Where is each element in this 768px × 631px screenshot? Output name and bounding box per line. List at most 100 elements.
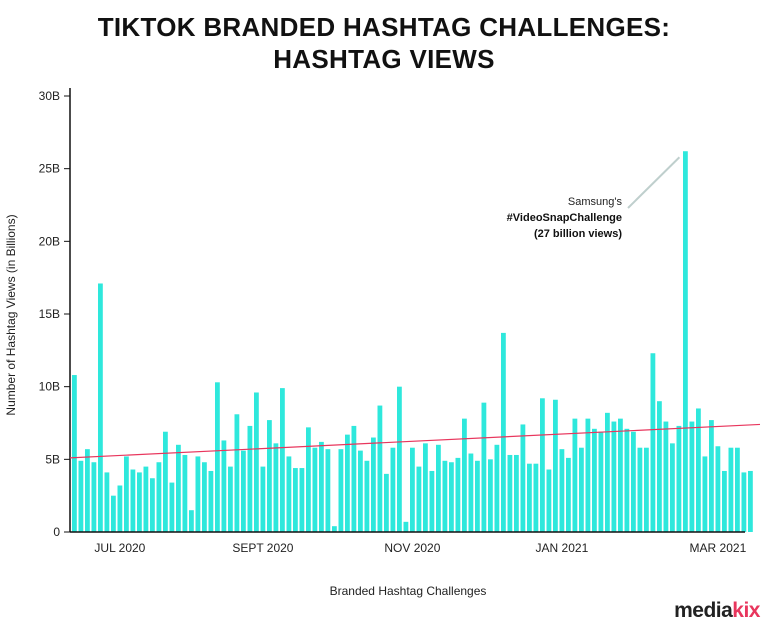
bar-63: [481, 402, 487, 532]
bar-42: [345, 434, 350, 532]
bar-65: [494, 444, 500, 532]
bar-6: [111, 495, 116, 532]
chart-title-line-2: HASHTAG VIEWS: [273, 44, 495, 74]
bar-99: [715, 446, 721, 532]
y-tick-label-6: 30B: [39, 89, 60, 103]
bar-87: [637, 447, 643, 532]
annotation-leader-line: [627, 156, 681, 209]
bar-12: [150, 478, 155, 532]
bar-53: [416, 466, 422, 532]
bar-11: [143, 466, 149, 532]
x-tick-label-0: JUL 2020: [94, 541, 145, 555]
bar-37: [312, 447, 318, 532]
bar-78: [579, 447, 584, 532]
bar-100: [722, 470, 727, 532]
bar-98: [709, 420, 714, 532]
bar-93: [676, 425, 682, 532]
bar-26: [241, 450, 246, 532]
bar-40: [332, 526, 337, 532]
bar-1: [78, 460, 84, 532]
bar-71: [533, 463, 539, 532]
bar-48: [384, 473, 389, 532]
bar-41: [338, 449, 344, 532]
bar-83: [611, 421, 617, 532]
bar-18: [189, 510, 194, 532]
bar-32: [280, 388, 285, 532]
bar-35: [299, 468, 305, 532]
bar-9: [130, 469, 136, 532]
bar-13: [156, 462, 162, 532]
bar-28: [254, 392, 259, 532]
x-tick-label-4: MAR 2021: [690, 541, 747, 555]
bar-23: [221, 440, 227, 532]
bar-51: [403, 521, 409, 532]
bar-94: [683, 151, 688, 533]
bar-24: [228, 466, 233, 532]
bar-84: [618, 418, 623, 532]
bar-103: [741, 472, 747, 532]
y-tick-label-2: 10B: [39, 380, 60, 394]
bar-47: [377, 405, 383, 532]
bar-16: [176, 444, 181, 532]
bar-89: [650, 353, 656, 532]
bar-88: [644, 447, 649, 532]
y-tick-label-5: 25B: [39, 162, 60, 176]
bar-5: [104, 472, 110, 532]
bar-62: [475, 460, 480, 532]
x-tick-label-3: JAN 2021: [536, 541, 589, 555]
y-tick-label-1: 5B: [45, 452, 60, 466]
bar-104: [748, 470, 753, 532]
bar-90: [657, 401, 662, 532]
bar-25: [234, 414, 240, 532]
bar-31: [273, 443, 279, 532]
mediakix-logo: mediakix: [674, 599, 760, 622]
bar-14: [163, 431, 168, 532]
x-axis-label: Branded Hashtag Challenges: [330, 584, 487, 598]
bar-39: [325, 449, 331, 532]
annotation-line-1: Samsung's: [568, 196, 623, 208]
bar-0: [72, 375, 77, 532]
bar-2: [85, 449, 90, 532]
y-tick-label-4: 20B: [39, 234, 60, 248]
bar-50: [397, 386, 402, 532]
bar-22: [215, 382, 220, 532]
bar-29: [260, 466, 266, 532]
bar-76: [566, 457, 571, 532]
bar-57: [442, 460, 448, 532]
bar-27: [247, 425, 253, 532]
bar-77: [572, 418, 578, 532]
bar-68: [514, 454, 519, 532]
bar-55: [429, 470, 435, 532]
bar-95: [689, 421, 695, 532]
bar-97: [702, 456, 708, 532]
bar-49: [390, 447, 396, 532]
bar-73: [546, 469, 552, 532]
trend-line: [69, 423, 761, 459]
bar-92: [670, 443, 675, 532]
bar-86: [631, 431, 636, 532]
bar-81: [598, 431, 604, 532]
bar-44: [358, 450, 363, 532]
bar-46: [371, 437, 376, 532]
bar-15: [169, 482, 175, 532]
bar-10: [137, 472, 142, 532]
chart-title-line-1: TIKTOK BRANDED HASHTAG CHALLENGES:: [97, 12, 671, 42]
bar-64: [488, 459, 493, 532]
bar-45: [364, 460, 370, 532]
bar-66: [501, 332, 506, 532]
bar-96: [696, 408, 701, 532]
x-tick-label-1: SEPT 2020: [232, 541, 293, 555]
bar-8: [124, 456, 129, 532]
bar-70: [527, 463, 532, 532]
bar-61: [468, 453, 474, 532]
bar-75: [559, 449, 565, 532]
bar-69: [520, 424, 526, 532]
bar-54: [423, 443, 428, 532]
bar-59: [455, 457, 461, 532]
x-tick-label-2: NOV 2020: [384, 541, 440, 555]
annotation-line-2: #VideoSnapChallenge: [507, 212, 622, 224]
bar-80: [592, 428, 597, 532]
y-axis-label: Number of Hashtag Views (in Billions): [4, 214, 18, 415]
bar-19: [195, 456, 201, 532]
